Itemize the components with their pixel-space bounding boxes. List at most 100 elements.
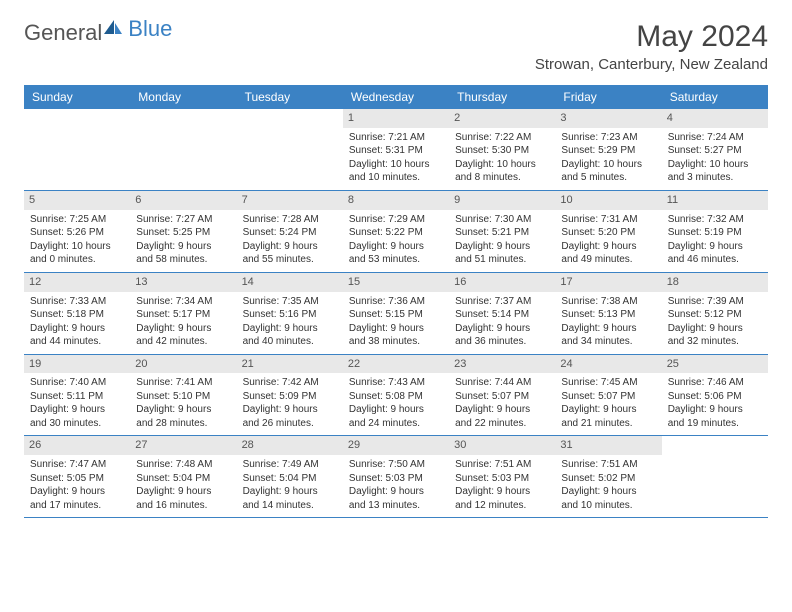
calendar-cell bbox=[24, 109, 130, 190]
day-details: Sunrise: 7:33 AMSunset: 5:18 PMDaylight:… bbox=[30, 295, 124, 349]
calendar-row: 19Sunrise: 7:40 AMSunset: 5:11 PMDayligh… bbox=[24, 355, 768, 437]
brand-part1: General bbox=[24, 20, 102, 46]
month-title: May 2024 bbox=[535, 20, 768, 54]
day-number: 17 bbox=[555, 273, 661, 292]
day-number: 27 bbox=[130, 436, 236, 455]
calendar-cell: 17 Sunrise: 7:38 AMSunset: 5:13 PMDayligh… bbox=[555, 273, 661, 354]
location-text: Strowan, Canterbury, New Zealand bbox=[535, 56, 768, 73]
calendar-cell: 22 Sunrise: 7:43 AMSunset: 5:08 PMDayligh… bbox=[343, 355, 449, 436]
day-number: 15 bbox=[343, 273, 449, 292]
calendar-cell: 25Sunrise: 7:46 AMSunset: 5:06 PMDayligh… bbox=[662, 355, 768, 436]
day-details: Sunrise: 7:35 AMSunset: 5:16 PMDaylight:… bbox=[243, 295, 337, 349]
calendar-cell: 16Sunrise: 7:37 AMSunset: 5:14 PMDayligh… bbox=[449, 273, 555, 354]
calendar-cell: 6 Sunrise: 7:27 AMSunset: 5:25 PMDaylight… bbox=[130, 191, 236, 272]
day-details: Sunrise: 7:47 AMSunset: 5:05 PMDaylight:… bbox=[30, 458, 124, 512]
calendar-cell: 1 Sunrise: 7:21 AMSunset: 5:31 PMDaylight… bbox=[343, 109, 449, 190]
calendar-cell: 8 Sunrise: 7:29 AMSunset: 5:22 PMDaylight… bbox=[343, 191, 449, 272]
page-header: General Blue May 2024 Strowan, Canterbur… bbox=[24, 20, 768, 73]
day-number: 1 bbox=[343, 109, 449, 128]
brand-logo: General Blue bbox=[24, 20, 172, 46]
calendar-grid: Sunday Monday Tuesday Wednesday Thursday… bbox=[24, 85, 768, 518]
sail-icon bbox=[102, 18, 124, 36]
calendar-cell: 30Sunrise: 7:51 AMSunset: 5:03 PMDayligh… bbox=[449, 436, 555, 517]
calendar-cell: 23Sunrise: 7:44 AMSunset: 5:07 PMDayligh… bbox=[449, 355, 555, 436]
day-details: Sunrise: 7:34 AMSunset: 5:17 PMDaylight:… bbox=[136, 295, 230, 349]
day-number: 12 bbox=[24, 273, 130, 292]
day-number: 8 bbox=[343, 191, 449, 210]
calendar-cell: 28Sunrise: 7:49 AMSunset: 5:04 PMDayligh… bbox=[237, 436, 343, 517]
calendar-row: 26 Sunrise: 7:47 AMSunset: 5:05 PMDayligh… bbox=[24, 436, 768, 518]
day-number: 5 bbox=[24, 191, 130, 210]
day-details: Sunrise: 7:43 AMSunset: 5:08 PMDaylight:… bbox=[349, 376, 443, 430]
calendar-cell: 21 Sunrise: 7:42 AMSunset: 5:09 PMDayligh… bbox=[237, 355, 343, 436]
day-details: Sunrise: 7:49 AMSunset: 5:04 PMDaylight:… bbox=[243, 458, 337, 512]
day-number: 24 bbox=[555, 355, 661, 374]
weekday-header: Friday bbox=[555, 85, 661, 109]
day-number: 6 bbox=[130, 191, 236, 210]
calendar-row: 5 Sunrise: 7:25 AMSunset: 5:26 PMDaylight… bbox=[24, 191, 768, 273]
day-details: Sunrise: 7:50 AMSunset: 5:03 PMDaylight:… bbox=[349, 458, 443, 512]
calendar-cell: 31 Sunrise: 7:51 AMSunset: 5:02 PMDayligh… bbox=[555, 436, 661, 517]
day-details: Sunrise: 7:41 AMSunset: 5:10 PMDaylight:… bbox=[136, 376, 230, 430]
calendar-cell: 20 Sunrise: 7:41 AMSunset: 5:10 PMDayligh… bbox=[130, 355, 236, 436]
day-details: Sunrise: 7:31 AMSunset: 5:20 PMDaylight:… bbox=[561, 213, 655, 267]
day-details: Sunrise: 7:42 AMSunset: 5:09 PMDaylight:… bbox=[243, 376, 337, 430]
day-number: 18 bbox=[662, 273, 768, 292]
day-details: Sunrise: 7:51 AMSunset: 5:02 PMDaylight:… bbox=[561, 458, 655, 512]
calendar-cell: 24Sunrise: 7:45 AMSunset: 5:07 PMDayligh… bbox=[555, 355, 661, 436]
day-details: Sunrise: 7:40 AMSunset: 5:11 PMDaylight:… bbox=[30, 376, 124, 430]
day-details: Sunrise: 7:36 AMSunset: 5:15 PMDaylight:… bbox=[349, 295, 443, 349]
day-number: 3 bbox=[555, 109, 661, 128]
day-number: 9 bbox=[449, 191, 555, 210]
calendar-row: 1 Sunrise: 7:21 AMSunset: 5:31 PMDaylight… bbox=[24, 109, 768, 191]
calendar-cell: 11Sunrise: 7:32 AMSunset: 5:19 PMDayligh… bbox=[662, 191, 768, 272]
calendar-cell: 3 Sunrise: 7:23 AMSunset: 5:29 PMDaylight… bbox=[555, 109, 661, 190]
day-details: Sunrise: 7:29 AMSunset: 5:22 PMDaylight:… bbox=[349, 213, 443, 267]
day-details: Sunrise: 7:24 AMSunset: 5:27 PMDaylight:… bbox=[668, 131, 762, 185]
weekday-header: Thursday bbox=[449, 85, 555, 109]
calendar-cell: 2 Sunrise: 7:22 AMSunset: 5:30 PMDaylight… bbox=[449, 109, 555, 190]
day-details: Sunrise: 7:39 AMSunset: 5:12 PMDaylight:… bbox=[668, 295, 762, 349]
day-number: 14 bbox=[237, 273, 343, 292]
calendar-cell bbox=[130, 109, 236, 190]
day-number: 20 bbox=[130, 355, 236, 374]
day-details: Sunrise: 7:23 AMSunset: 5:29 PMDaylight:… bbox=[561, 131, 655, 185]
calendar-body: 1 Sunrise: 7:21 AMSunset: 5:31 PMDaylight… bbox=[24, 109, 768, 518]
calendar-cell: 7 Sunrise: 7:28 AMSunset: 5:24 PMDaylight… bbox=[237, 191, 343, 272]
calendar-cell: 19Sunrise: 7:40 AMSunset: 5:11 PMDayligh… bbox=[24, 355, 130, 436]
calendar-cell: 27 Sunrise: 7:48 AMSunset: 5:04 PMDayligh… bbox=[130, 436, 236, 517]
day-number: 2 bbox=[449, 109, 555, 128]
day-number: 7 bbox=[237, 191, 343, 210]
day-number: 31 bbox=[555, 436, 661, 455]
day-details: Sunrise: 7:32 AMSunset: 5:19 PMDaylight:… bbox=[668, 213, 762, 267]
day-details: Sunrise: 7:38 AMSunset: 5:13 PMDaylight:… bbox=[561, 295, 655, 349]
day-number: 4 bbox=[662, 109, 768, 128]
day-details: Sunrise: 7:22 AMSunset: 5:30 PMDaylight:… bbox=[455, 131, 549, 185]
day-details: Sunrise: 7:21 AMSunset: 5:31 PMDaylight:… bbox=[349, 131, 443, 185]
calendar-row: 12 Sunrise: 7:33 AMSunset: 5:18 PMDayligh… bbox=[24, 273, 768, 355]
day-details: Sunrise: 7:25 AMSunset: 5:26 PMDaylight:… bbox=[30, 213, 124, 267]
weekday-header: Tuesday bbox=[237, 85, 343, 109]
calendar-cell bbox=[237, 109, 343, 190]
day-details: Sunrise: 7:30 AMSunset: 5:21 PMDaylight:… bbox=[455, 213, 549, 267]
day-details: Sunrise: 7:28 AMSunset: 5:24 PMDaylight:… bbox=[243, 213, 337, 267]
calendar-cell: 14 Sunrise: 7:35 AMSunset: 5:16 PMDayligh… bbox=[237, 273, 343, 354]
day-number: 21 bbox=[237, 355, 343, 374]
calendar-cell bbox=[662, 436, 768, 517]
day-number: 10 bbox=[555, 191, 661, 210]
calendar-cell: 5 Sunrise: 7:25 AMSunset: 5:26 PMDaylight… bbox=[24, 191, 130, 272]
calendar-cell: 18 Sunrise: 7:39 AMSunset: 5:12 PMDayligh… bbox=[662, 273, 768, 354]
day-number: 26 bbox=[24, 436, 130, 455]
brand-part2: Blue bbox=[128, 16, 172, 42]
day-number: 29 bbox=[343, 436, 449, 455]
day-number: 16 bbox=[449, 273, 555, 292]
day-details: Sunrise: 7:46 AMSunset: 5:06 PMDaylight:… bbox=[668, 376, 762, 430]
weekday-header-row: Sunday Monday Tuesday Wednesday Thursday… bbox=[24, 85, 768, 109]
calendar-cell: 13Sunrise: 7:34 AMSunset: 5:17 PMDayligh… bbox=[130, 273, 236, 354]
weekday-header: Monday bbox=[130, 85, 236, 109]
day-details: Sunrise: 7:27 AMSunset: 5:25 PMDaylight:… bbox=[136, 213, 230, 267]
calendar-cell: 29 Sunrise: 7:50 AMSunset: 5:03 PMDayligh… bbox=[343, 436, 449, 517]
day-number: 22 bbox=[343, 355, 449, 374]
day-details: Sunrise: 7:48 AMSunset: 5:04 PMDaylight:… bbox=[136, 458, 230, 512]
calendar-cell: 4 Sunrise: 7:24 AMSunset: 5:27 PMDaylight… bbox=[662, 109, 768, 190]
